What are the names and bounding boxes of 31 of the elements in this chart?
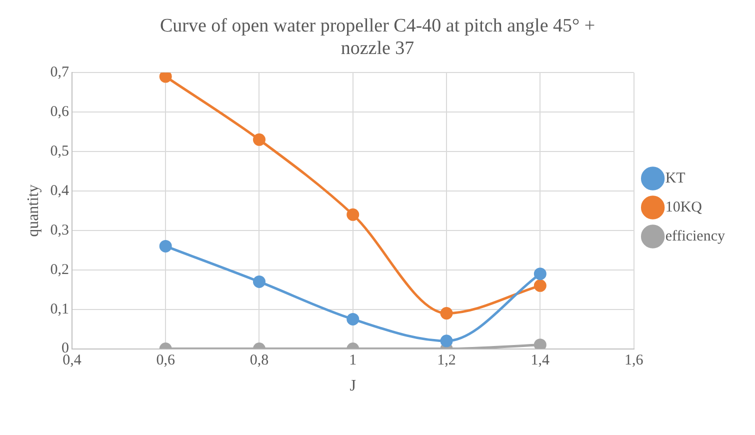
point: [346, 312, 360, 326]
legend-label: 10KQ: [665, 199, 702, 216]
point: [346, 208, 360, 221]
chart-title: Curve of open water propeller C4-40 at pitch angle 45° + nozzle 37: [160, 15, 596, 60]
point: [440, 334, 453, 348]
legend-label: KT: [665, 170, 686, 186]
y-tick-label: 0,7: [50, 64, 70, 81]
y-tick-label: 0,6: [50, 104, 70, 120]
y-axis-title: quantity: [24, 184, 42, 237]
x-axis-title: J: [350, 378, 356, 395]
y-tick-label: 0,3: [50, 222, 69, 238]
point: [159, 72, 172, 83]
y-tick-label: 0,5: [50, 143, 69, 160]
y-tick-label: 0,4: [50, 182, 70, 199]
x-tick-label: 1,4: [530, 352, 550, 369]
point: [252, 133, 266, 146]
x-tick-label: 0,6: [156, 352, 176, 369]
x-tick-label: 0,8: [250, 352, 269, 369]
point: [534, 338, 546, 349]
y-tick-label: 0,1: [50, 301, 69, 318]
x-tick-label: 1: [349, 352, 357, 369]
point: [159, 240, 172, 252]
legend-label: efficiency: [665, 228, 726, 244]
point: [534, 268, 546, 280]
x-tick-label: 1,2: [437, 352, 456, 369]
point: [252, 275, 266, 288]
point: [440, 307, 453, 320]
point: [534, 279, 546, 292]
x-tick-label: 1,6: [624, 352, 644, 369]
y-tick-label: 0,2: [50, 262, 69, 278]
x-tick-label: 0,4: [62, 352, 82, 369]
